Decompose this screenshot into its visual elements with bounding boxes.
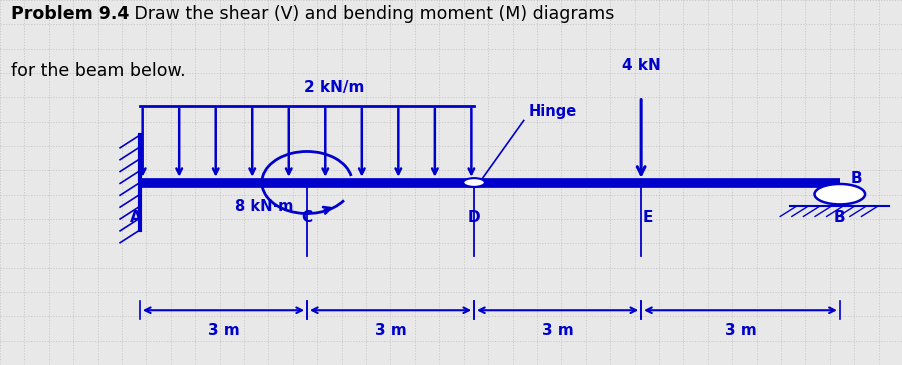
Text: 4 kN: 4 kN [621,58,659,73]
Text: 3 m: 3 m [541,323,573,338]
Text: 3 m: 3 m [374,323,406,338]
Text: 2 kN/m: 2 kN/m [304,80,364,95]
Text: Problem 9.4: Problem 9.4 [11,5,129,23]
Text: Hinge: Hinge [528,104,575,119]
Text: for the beam below.: for the beam below. [11,62,185,80]
Circle shape [463,178,484,187]
Text: 8 kN·m: 8 kN·m [235,199,293,214]
Text: D: D [467,210,480,225]
Text: C: C [301,210,312,225]
Circle shape [814,184,864,204]
Text: - Draw the shear (V) and bending moment (M) diagrams: - Draw the shear (V) and bending moment … [117,5,614,23]
Text: B: B [833,210,844,225]
Text: A: A [129,210,142,225]
Text: B: B [850,170,861,186]
Text: 3 m: 3 m [723,323,756,338]
Text: 3 m: 3 m [207,323,239,338]
Text: E: E [641,210,652,225]
